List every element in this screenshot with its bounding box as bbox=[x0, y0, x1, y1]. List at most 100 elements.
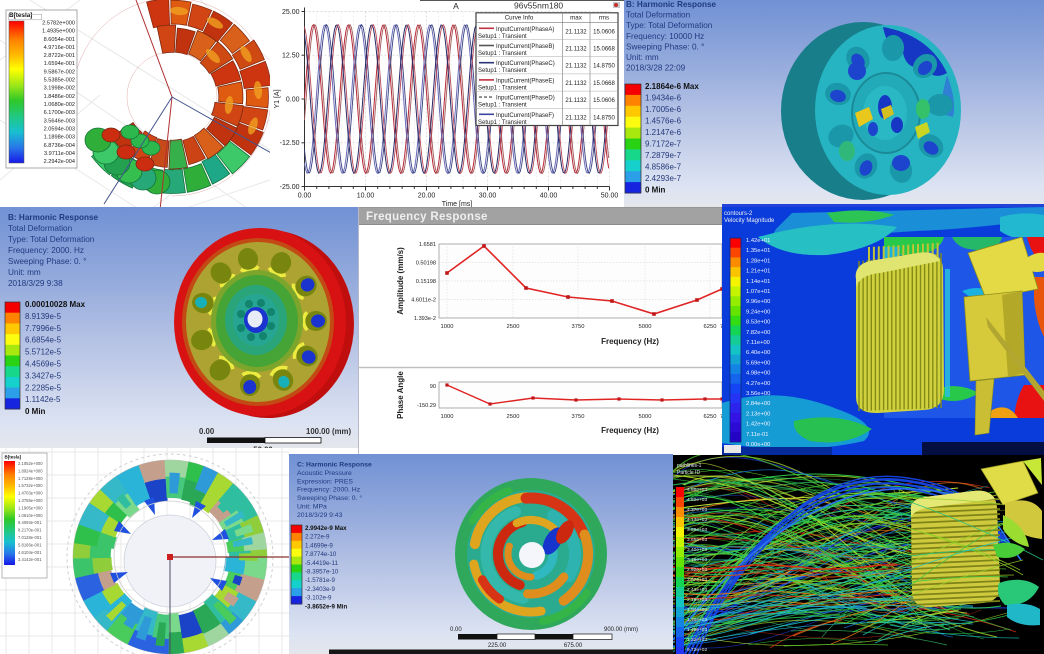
svg-text:4.9716e-001: 4.9716e-001 bbox=[44, 45, 75, 51]
svg-text:Expression: PRES: Expression: PRES bbox=[297, 478, 353, 485]
svg-text:4.27e+00: 4.27e+00 bbox=[746, 381, 770, 387]
svg-text:-1.5781e-9: -1.5781e-9 bbox=[305, 577, 335, 584]
svg-text:9.7172e-7: 9.7172e-7 bbox=[645, 140, 682, 149]
svg-text:2.5782e+000: 2.5782e+000 bbox=[42, 21, 75, 27]
svg-text:Frequency: 2000. Hz: Frequency: 2000. Hz bbox=[297, 487, 361, 494]
svg-text:Frequency: 10000 Hz: Frequency: 10000 Hz bbox=[626, 32, 704, 41]
svg-text:75: 75 bbox=[720, 414, 722, 420]
svg-text:3750: 3750 bbox=[572, 324, 585, 330]
svg-text:1.14e+01: 1.14e+01 bbox=[746, 279, 770, 285]
svg-text:2018/3/29 9:43: 2018/3/29 9:43 bbox=[297, 512, 343, 519]
svg-text:8.6054e-001: 8.6054e-001 bbox=[44, 37, 75, 43]
svg-text:15.0668: 15.0668 bbox=[593, 81, 615, 87]
svg-text:1.35e+01: 1.35e+01 bbox=[746, 248, 770, 254]
svg-text:Velocity Magnitude: Velocity Magnitude bbox=[724, 218, 775, 224]
svg-text:2.2285e-5: 2.2285e-5 bbox=[25, 383, 62, 392]
svg-text:max: max bbox=[570, 15, 583, 22]
svg-text:-12.50: -12.50 bbox=[280, 140, 300, 147]
svg-text:InputCurrent(PhaseE): InputCurrent(PhaseE) bbox=[496, 78, 554, 84]
svg-text:3.5646e-003: 3.5646e-003 bbox=[44, 118, 75, 124]
svg-text:-8.3957e-10: -8.3957e-10 bbox=[305, 569, 339, 576]
svg-text:21.1132: 21.1132 bbox=[565, 29, 587, 35]
svg-text:3.9711e-004: 3.9711e-004 bbox=[44, 151, 75, 157]
svg-text:InputCurrent(PhaseB): InputCurrent(PhaseB) bbox=[496, 44, 554, 50]
svg-text:Sweeping Phase: 0. °: Sweeping Phase: 0. ° bbox=[8, 257, 86, 266]
svg-text:0 Min: 0 Min bbox=[645, 186, 666, 195]
svg-text:90: 90 bbox=[430, 384, 436, 390]
svg-text:21.1132: 21.1132 bbox=[565, 81, 587, 87]
svg-text:3.40e+03: 3.40e+03 bbox=[687, 547, 707, 553]
svg-text:Frequency (Hz): Frequency (Hz) bbox=[601, 426, 659, 435]
svg-text:7.0128e-001: 7.0128e-001 bbox=[18, 535, 42, 540]
svg-text:4.86e+03: 4.86e+03 bbox=[687, 487, 707, 493]
svg-text:InputCurrent(PhaseF): InputCurrent(PhaseF) bbox=[496, 113, 554, 119]
svg-text:3.16e+03: 3.16e+03 bbox=[687, 557, 707, 563]
svg-text:1000: 1000 bbox=[441, 324, 454, 330]
svg-text:2.9942e-9 Max: 2.9942e-9 Max bbox=[305, 525, 347, 532]
svg-text:Curve Info: Curve Info bbox=[505, 15, 534, 22]
svg-text:1.7128e+000: 1.7128e+000 bbox=[18, 476, 43, 481]
svg-text:5000: 5000 bbox=[639, 324, 652, 330]
svg-text:10.00: 10.00 bbox=[357, 193, 375, 200]
svg-text:2.1052e+000: 2.1052e+000 bbox=[18, 461, 43, 466]
svg-text:1.393e-2: 1.393e-2 bbox=[414, 316, 436, 322]
svg-text:21.1132: 21.1132 bbox=[565, 47, 587, 53]
svg-text:8.53e+00: 8.53e+00 bbox=[746, 320, 770, 326]
svg-text:rms: rms bbox=[599, 15, 609, 22]
svg-text:3.89e+03: 3.89e+03 bbox=[687, 527, 707, 533]
svg-text:7.8774e-10: 7.8774e-10 bbox=[305, 551, 337, 558]
svg-text:5000: 5000 bbox=[639, 414, 652, 420]
svg-text:Amplitude (mm/s): Amplitude (mm/s) bbox=[396, 247, 405, 315]
svg-text:0.50198: 0.50198 bbox=[416, 261, 436, 267]
svg-text:-3.102e-9: -3.102e-9 bbox=[305, 595, 332, 602]
svg-text:2.19e+03: 2.19e+03 bbox=[687, 597, 707, 603]
svg-text:1.46e+03: 1.46e+03 bbox=[687, 627, 707, 633]
svg-text:5.8166e-001: 5.8166e-001 bbox=[18, 542, 42, 547]
svg-text:Setup1 : Transient: Setup1 : Transient bbox=[478, 51, 527, 57]
svg-text:9.5867e-002: 9.5867e-002 bbox=[44, 69, 75, 75]
svg-text:1.07e+01: 1.07e+01 bbox=[746, 289, 770, 295]
svg-text:Total Deformation: Total Deformation bbox=[626, 11, 691, 20]
svg-text:1.6581: 1.6581 bbox=[419, 242, 436, 248]
svg-text:Particle ID: Particle ID bbox=[677, 470, 700, 476]
svg-text:Setup1 : Transient: Setup1 : Transient bbox=[478, 103, 527, 109]
svg-text:2.272e-9: 2.272e-9 bbox=[305, 534, 330, 541]
svg-text:100.00 (mm): 100.00 (mm) bbox=[306, 427, 351, 436]
svg-text:-5.4419e-11: -5.4419e-11 bbox=[305, 560, 338, 567]
svg-text:-3.8652e-9 Min: -3.8652e-9 Min bbox=[305, 603, 348, 610]
svg-text:25.00: 25.00 bbox=[282, 9, 300, 16]
svg-text:9.24e+00: 9.24e+00 bbox=[746, 309, 770, 315]
svg-text:1.28e+01: 1.28e+01 bbox=[746, 258, 770, 264]
svg-text:Time [ms]: Time [ms] bbox=[442, 201, 473, 207]
svg-text:2500: 2500 bbox=[507, 324, 520, 330]
svg-text:B: Harmonic Response: B: Harmonic Response bbox=[626, 0, 717, 9]
svg-text:Frequency Response: Frequency Response bbox=[366, 211, 488, 223]
svg-text:0.00: 0.00 bbox=[199, 427, 215, 436]
svg-text:2018/3/28 22:09: 2018/3/28 22:09 bbox=[626, 64, 686, 73]
svg-text:Unit: mm: Unit: mm bbox=[8, 268, 41, 277]
svg-text:4.98e+00: 4.98e+00 bbox=[746, 371, 770, 377]
svg-text:8.9139e-5: 8.9139e-5 bbox=[25, 312, 62, 321]
svg-text:1.1898e-003: 1.1898e-003 bbox=[44, 135, 75, 141]
svg-text:3.1998e-002: 3.1998e-002 bbox=[44, 86, 75, 92]
svg-text:Type: Total Deformation: Type: Total Deformation bbox=[626, 21, 713, 30]
svg-text:-2.3403e-9: -2.3403e-9 bbox=[305, 586, 335, 593]
svg-text:6.1700e-003: 6.1700e-003 bbox=[44, 110, 75, 116]
svg-text:9.72e+02: 9.72e+02 bbox=[687, 647, 707, 653]
svg-text:7.82e+00: 7.82e+00 bbox=[746, 330, 770, 336]
svg-text:0.00: 0.00 bbox=[286, 96, 300, 103]
svg-text:6.40e+00: 6.40e+00 bbox=[746, 350, 770, 356]
svg-text:9.96e+00: 9.96e+00 bbox=[746, 299, 770, 305]
svg-text:1.3755e+000: 1.3755e+000 bbox=[18, 498, 43, 503]
svg-text:1.8486e-002: 1.8486e-002 bbox=[44, 94, 75, 100]
svg-text:Unit: MPa: Unit: MPa bbox=[297, 504, 327, 511]
svg-text:InputCurrent(PhaseA): InputCurrent(PhaseA) bbox=[496, 27, 554, 33]
svg-text:2.0594e-003: 2.0594e-003 bbox=[44, 126, 75, 132]
svg-text:30.00: 30.00 bbox=[479, 193, 497, 200]
svg-text:1.4935e+000: 1.4935e+000 bbox=[42, 29, 75, 35]
svg-text:7.2879e-7: 7.2879e-7 bbox=[645, 151, 682, 160]
svg-text:2.84e+00: 2.84e+00 bbox=[746, 401, 770, 407]
svg-text:Type: Total Deformation: Type: Total Deformation bbox=[8, 235, 95, 244]
svg-text:5.5385e-002: 5.5385e-002 bbox=[44, 78, 75, 84]
svg-text:14.8750: 14.8750 bbox=[593, 115, 615, 121]
